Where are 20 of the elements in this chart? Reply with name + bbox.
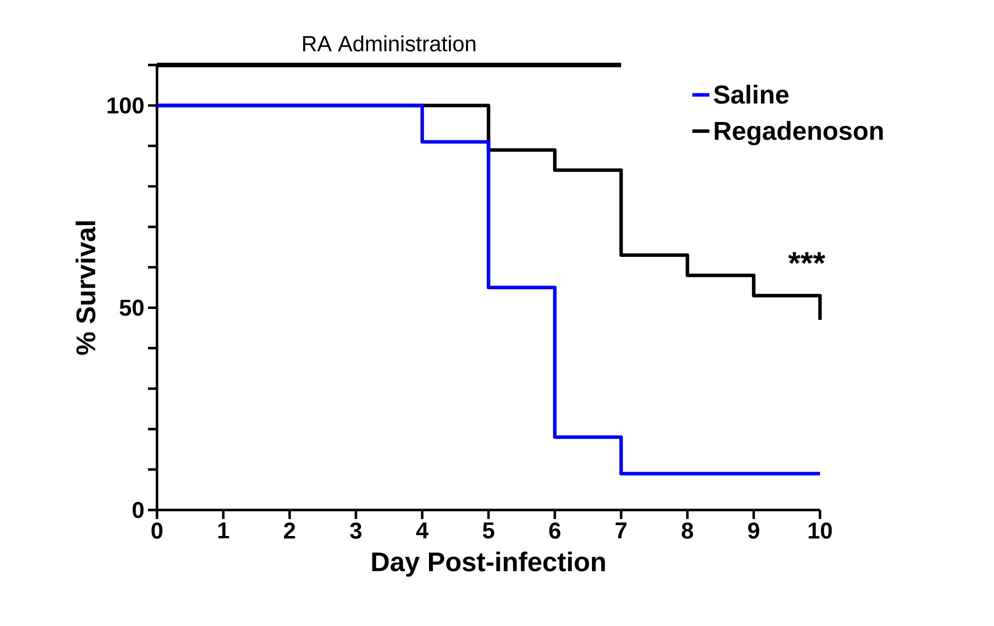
- x-tick-label: 1: [218, 522, 230, 538]
- y-tick-label: 100: [108, 97, 144, 114]
- legend-label: Saline: [714, 84, 789, 104]
- x-tick-label: 9: [748, 522, 760, 539]
- annotation: RA Administration: [303, 35, 476, 52]
- x-tick-label: 0: [152, 522, 162, 539]
- x-tick-label: 2: [284, 522, 296, 539]
- y-axis-title: % Survival: [76, 221, 96, 355]
- x-tick-label: 10: [808, 522, 832, 539]
- x-tick-label: 4: [416, 522, 428, 538]
- annotation: ***: [788, 252, 826, 264]
- x-tick-label: 8: [682, 522, 694, 539]
- x-axis-title: Day Post-infection: [372, 552, 605, 577]
- x-tick-label: 6: [549, 522, 560, 539]
- x-tick-label: 3: [350, 522, 362, 539]
- x-tick-label: 7: [616, 522, 626, 538]
- y-tick-label: 0: [132, 502, 144, 518]
- legend-label: Regadenoson: [714, 121, 883, 146]
- x-tick-label: 5: [482, 522, 494, 538]
- y-tick-label: 50: [120, 300, 144, 316]
